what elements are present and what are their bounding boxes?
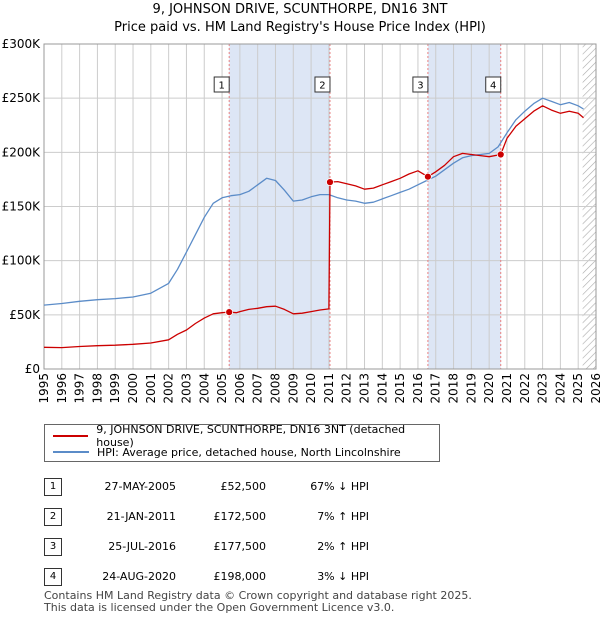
price-chart: £0 £50K £100K £150K £200K £250K £300K 1995 1996 1… xyxy=(2,37,600,404)
x-tick-label: 2005 xyxy=(215,373,229,404)
x-tick-label: 2014 xyxy=(375,373,389,404)
footer-licence: This data is licensed under the Open Gov… xyxy=(44,601,395,614)
y-tick-label: £0 xyxy=(25,362,40,376)
sale-number-badge: 1 xyxy=(44,478,62,496)
sale-point xyxy=(424,172,432,181)
sale-date: 24-AUG-2020 xyxy=(102,570,176,583)
sale-price: £172,500 xyxy=(213,510,267,523)
sale-number-badge: 4 xyxy=(44,568,62,586)
legend-item-hpi: HPI: Average price, detached house, Nort… xyxy=(53,444,401,460)
sale-hpi-diff: 3% ↓ HPI xyxy=(317,570,369,583)
x-tick-label: 2021 xyxy=(500,373,514,404)
legend-label-property: 9, JOHNSON DRIVE, SCUNTHORPE, DN16 3NT (… xyxy=(96,423,406,449)
x-tick-label: 2023 xyxy=(536,373,550,404)
sale-point xyxy=(496,150,505,159)
y-tick-label: £200K xyxy=(2,145,42,159)
sale-row: 3 25-JUL-2016 £177,500 2% ↑ HPI xyxy=(44,538,404,556)
sale-price: £52,500 xyxy=(220,480,267,493)
sale-label-text: 3 xyxy=(417,81,423,92)
legend-label-hpi: HPI: Average price, detached house, Nort… xyxy=(97,445,401,459)
y-tick-label: £250K xyxy=(2,91,42,105)
sale-label-box xyxy=(485,76,502,93)
x-tick-label: 2015 xyxy=(393,373,407,404)
sale-label-box xyxy=(412,76,429,93)
series-line-property xyxy=(43,105,584,349)
x-tick-label: 2000 xyxy=(126,373,140,404)
sale-hpi-diff: 7% ↑ HPI xyxy=(317,510,369,523)
x-tick-label: 2019 xyxy=(464,373,478,404)
chart-subtitle: Price paid vs. HM Land Registry's House … xyxy=(114,20,486,35)
x-tick-label: 2002 xyxy=(162,373,176,404)
x-tick-label: 2020 xyxy=(482,373,496,404)
x-tick-label: 2018 xyxy=(447,373,461,404)
sale-row: 4 24-AUG-2020 £198,000 3% ↓ HPI xyxy=(44,568,404,586)
sale-number-badge: 2 xyxy=(44,508,62,526)
x-tick-label: 2026 xyxy=(589,373,600,404)
x-tick-label: 2016 xyxy=(411,373,425,404)
sale-hpi-diff: 67% ↓ HPI xyxy=(310,480,369,493)
x-tick-label: 2007 xyxy=(251,373,265,404)
x-tick-label: 2009 xyxy=(286,373,300,404)
x-tick-label: 1996 xyxy=(55,373,69,404)
y-tick-label: £50K xyxy=(9,308,41,322)
x-tick-label: 2003 xyxy=(179,373,193,404)
legend-swatch-property xyxy=(53,435,89,437)
x-tick-label: 2006 xyxy=(233,373,247,404)
sale-date: 27-MAY-2005 xyxy=(104,480,176,493)
sale-point xyxy=(326,178,334,187)
sale-label-text: 1 xyxy=(218,81,224,92)
sale-date: 21-JAN-2011 xyxy=(106,510,176,523)
x-tick-label: 1995 xyxy=(37,373,51,404)
x-tick-label: 2008 xyxy=(268,373,282,404)
x-tick-label: 1997 xyxy=(73,373,87,404)
x-tick-label: 2001 xyxy=(144,373,158,404)
sale-hpi-diff: 2% ↑ HPI xyxy=(317,540,369,553)
sale-label-text: 2 xyxy=(319,81,325,92)
sale-label-text: 4 xyxy=(490,81,496,92)
sale-point xyxy=(225,308,234,317)
legend-item-property: 9, JOHNSON DRIVE, SCUNTHORPE, DN16 3NT (… xyxy=(53,423,439,449)
sale-row: 1 27-MAY-2005 £52,500 67% ↓ HPI xyxy=(44,478,404,496)
legend: 9, JOHNSON DRIVE, SCUNTHORPE, DN16 3NT (… xyxy=(44,423,440,462)
x-tick-label: 2022 xyxy=(518,373,532,404)
sale-label-box xyxy=(213,76,230,93)
sale-price: £198,000 xyxy=(213,570,267,583)
x-tick-label: 1998 xyxy=(90,373,104,404)
x-tick-label: 2024 xyxy=(553,373,567,404)
sale-price: £177,500 xyxy=(213,540,267,553)
sale-number-badge: 3 xyxy=(44,538,62,556)
y-tick-label: £100K xyxy=(2,254,42,268)
x-tick-label: 2010 xyxy=(304,373,318,404)
plot-frame xyxy=(43,43,597,370)
series-line-hpi xyxy=(43,97,584,306)
sale-date: 25-JUL-2016 xyxy=(108,540,176,553)
chart-title: 9, JOHNSON DRIVE, SCUNTHORPE, DN16 3NT xyxy=(152,2,448,17)
x-tick-label: 2011 xyxy=(322,373,336,404)
legend-swatch-hpi xyxy=(53,451,89,453)
x-tick-label: 1999 xyxy=(108,373,122,404)
y-tick-label: £150K xyxy=(2,200,42,214)
sale-row: 2 21-JAN-2011 £172,500 7% ↑ HPI xyxy=(44,508,404,526)
x-tick-label: 2004 xyxy=(197,373,211,404)
x-tick-label: 2012 xyxy=(340,373,354,404)
sale-label-box xyxy=(314,76,331,93)
x-tick-label: 2025 xyxy=(571,373,585,404)
footer-copyright: Contains HM Land Registry data © Crown c… xyxy=(44,589,472,602)
x-tick-label: 2017 xyxy=(429,373,443,404)
y-tick-label: £300K xyxy=(2,37,42,51)
x-tick-label: 2013 xyxy=(358,373,372,404)
